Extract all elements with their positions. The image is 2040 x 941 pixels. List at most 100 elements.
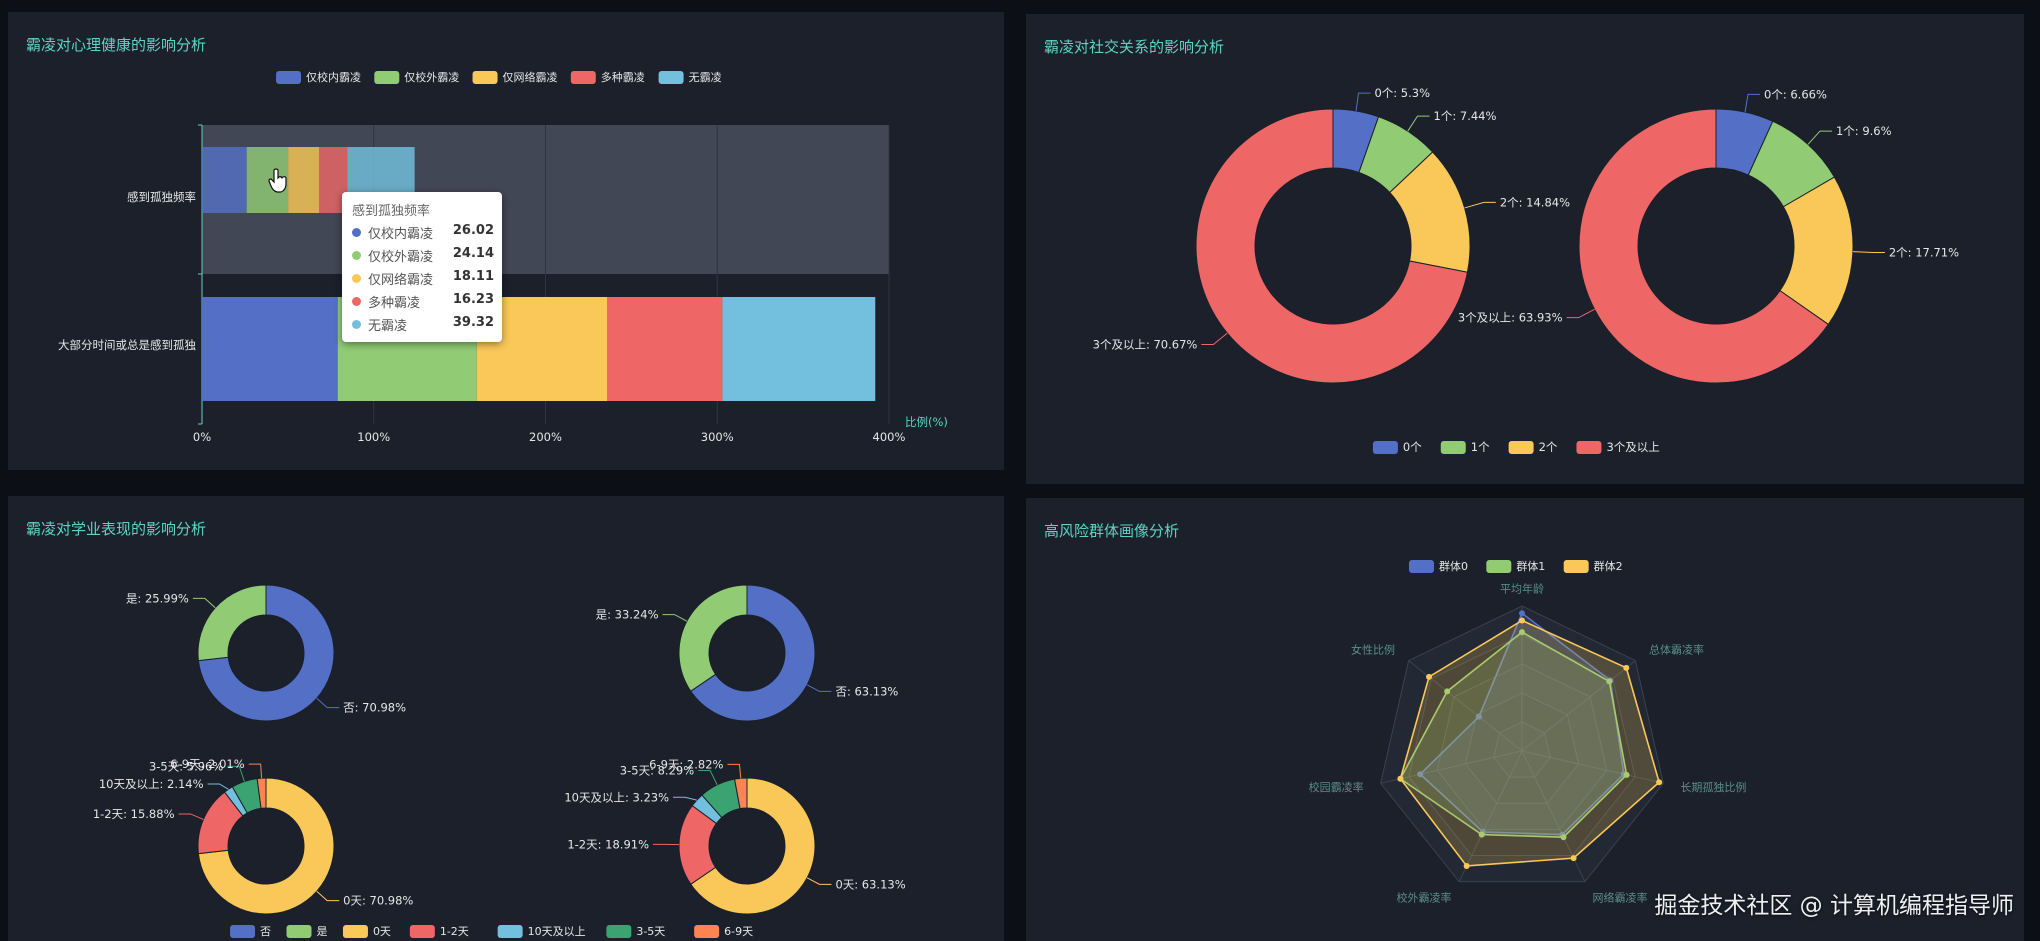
tooltip-series-name: 仅网络霸凌 xyxy=(368,273,434,288)
legend-label: 3个及以上 xyxy=(1606,440,1659,454)
legend-label: 1-2天 xyxy=(440,925,469,938)
label-leader-line xyxy=(316,697,340,709)
legend-swatch xyxy=(1576,441,1602,454)
label-leader-line xyxy=(178,813,204,820)
legend-label: 否 xyxy=(260,925,271,938)
radar-point xyxy=(1397,775,1404,782)
legend-label: 1个 xyxy=(1471,440,1490,454)
label-leader-line xyxy=(1744,93,1761,113)
label-leader-line xyxy=(806,877,832,885)
legend-label: 仅校外霸凌 xyxy=(404,70,459,84)
slice-label: 0天: 70.98% xyxy=(343,894,413,908)
slice-label: 0天: 63.13% xyxy=(835,877,905,891)
legend-swatch xyxy=(606,925,632,938)
slice-label: 10天及以上: 3.23% xyxy=(564,790,669,804)
label-leader-line xyxy=(1464,201,1496,209)
donut-slice xyxy=(197,584,335,722)
slice-label: 2个: 17.71% xyxy=(1889,245,1959,259)
series-dot-icon xyxy=(352,274,361,283)
legend-swatch xyxy=(1408,560,1434,573)
slice-label: 1-2天: 15.88% xyxy=(93,807,175,821)
legend-label: 仅校内霸凌 xyxy=(306,70,361,84)
radar-point xyxy=(1444,688,1451,695)
label-leader-line xyxy=(316,890,340,902)
label-leader-line xyxy=(192,597,216,609)
legend-swatch xyxy=(276,71,302,84)
slice-label: 3-5天: 5.96% xyxy=(149,759,223,773)
slice-label: 2个: 14.84% xyxy=(1500,195,1570,209)
legend-swatch xyxy=(409,925,435,938)
radar-point xyxy=(1463,862,1470,869)
tooltip-value: 24.14 xyxy=(452,246,494,261)
radar-indicator-label: 平均年龄 xyxy=(1500,582,1544,596)
bar-segment xyxy=(722,297,876,401)
bar-segment xyxy=(607,297,723,401)
panel-title: 霸凌对社交关系的影响分析 xyxy=(1044,38,1225,56)
label-leader-line xyxy=(1852,251,1885,253)
x-tick-label: 400% xyxy=(873,430,906,444)
slice-label: 1-2天: 18.91% xyxy=(567,837,649,851)
slice-label: 6-9天: 2.01% xyxy=(170,757,244,771)
radar-indicator-label: 长期孤独比例 xyxy=(1680,780,1746,794)
legend-swatch xyxy=(497,925,523,938)
radar-point xyxy=(1570,855,1577,862)
legend-swatch xyxy=(1440,441,1466,454)
x-tick-label: 200% xyxy=(529,430,562,444)
donut-slice xyxy=(1578,108,1830,384)
radar-axis-line xyxy=(1521,750,1664,784)
panel-title: 霸凌对学业表现的影响分析 xyxy=(26,520,207,538)
label-leader-line xyxy=(227,765,245,782)
radar-point xyxy=(1606,678,1613,685)
series-dot-icon xyxy=(352,297,361,306)
slice-label: 1个: 7.44% xyxy=(1434,109,1497,123)
academic-performance-donut-charts: 否: 70.98% 是: 25.99% 否: 63.13% 是: 33.24% 0天: … xyxy=(93,584,906,938)
slice-label: 0个: 6.66% xyxy=(1764,87,1827,101)
tooltip-value: 26.02 xyxy=(452,223,494,238)
legend-label: 2个 xyxy=(1539,440,1558,454)
slice-label: 3个及以上: 70.67% xyxy=(1093,338,1198,352)
legend-label: 0个 xyxy=(1403,440,1422,454)
legend-swatch xyxy=(342,925,368,938)
tooltip-row: 仅校内霸凌 26.02 xyxy=(352,222,494,242)
legend-label: 群体1 xyxy=(1516,559,1545,573)
legend-swatch xyxy=(694,925,720,938)
legend-label: 是 xyxy=(317,925,328,938)
label-leader-line xyxy=(673,796,697,801)
watermark: 掘金技术社区 @ 计算机编程指导师 xyxy=(1654,893,2014,919)
social-relations-panel: 霸凌对社交关系的影响分析 xyxy=(1026,14,2024,484)
radar-point xyxy=(1560,834,1567,841)
radar-point xyxy=(1656,779,1663,786)
radar-point xyxy=(1519,617,1525,624)
legend-label: 群体2 xyxy=(1594,559,1623,573)
tooltip-row: 多种霸凌 16.23 xyxy=(352,291,494,311)
panel-title: 霸凌对心理健康的影响分析 xyxy=(26,36,207,54)
radar-point xyxy=(1475,713,1482,720)
legend-swatch xyxy=(658,71,684,84)
donut-slice xyxy=(197,584,267,662)
bar-segment xyxy=(288,147,320,213)
tooltip-series-name: 仅校外霸凌 xyxy=(368,250,434,265)
legend-label: 10天及以上 xyxy=(528,925,586,938)
legend-swatch xyxy=(286,925,312,938)
donut-slice xyxy=(197,777,335,915)
slice-label: 是: 33.24% xyxy=(596,608,659,622)
radar-indicator-label: 校园霸凌率 xyxy=(1309,780,1364,794)
legend-label: 6-9天 xyxy=(724,925,753,938)
series-dot-icon xyxy=(352,251,361,260)
radar-axis-line xyxy=(1521,660,1636,752)
tooltip-row: 仅校外霸凌 24.14 xyxy=(352,245,494,265)
category-label: 感到孤独频率 xyxy=(127,190,196,204)
tooltip-row: 无霸凌 39.32 xyxy=(352,314,494,334)
radar-point xyxy=(1417,771,1424,778)
legend-label: 仅网络霸凌 xyxy=(503,70,558,84)
donut-slice xyxy=(678,584,748,692)
tooltip-value: 18.11 xyxy=(452,269,494,284)
hand-pointer-icon xyxy=(268,168,287,193)
radar-axis-line xyxy=(1380,750,1523,784)
legend-label: 群体0 xyxy=(1439,559,1468,573)
slice-label: 3个及以上: 63.93% xyxy=(1458,311,1563,325)
label-leader-line xyxy=(662,614,688,622)
radar-indicator-label: 总体霸凌率 xyxy=(1649,643,1704,657)
